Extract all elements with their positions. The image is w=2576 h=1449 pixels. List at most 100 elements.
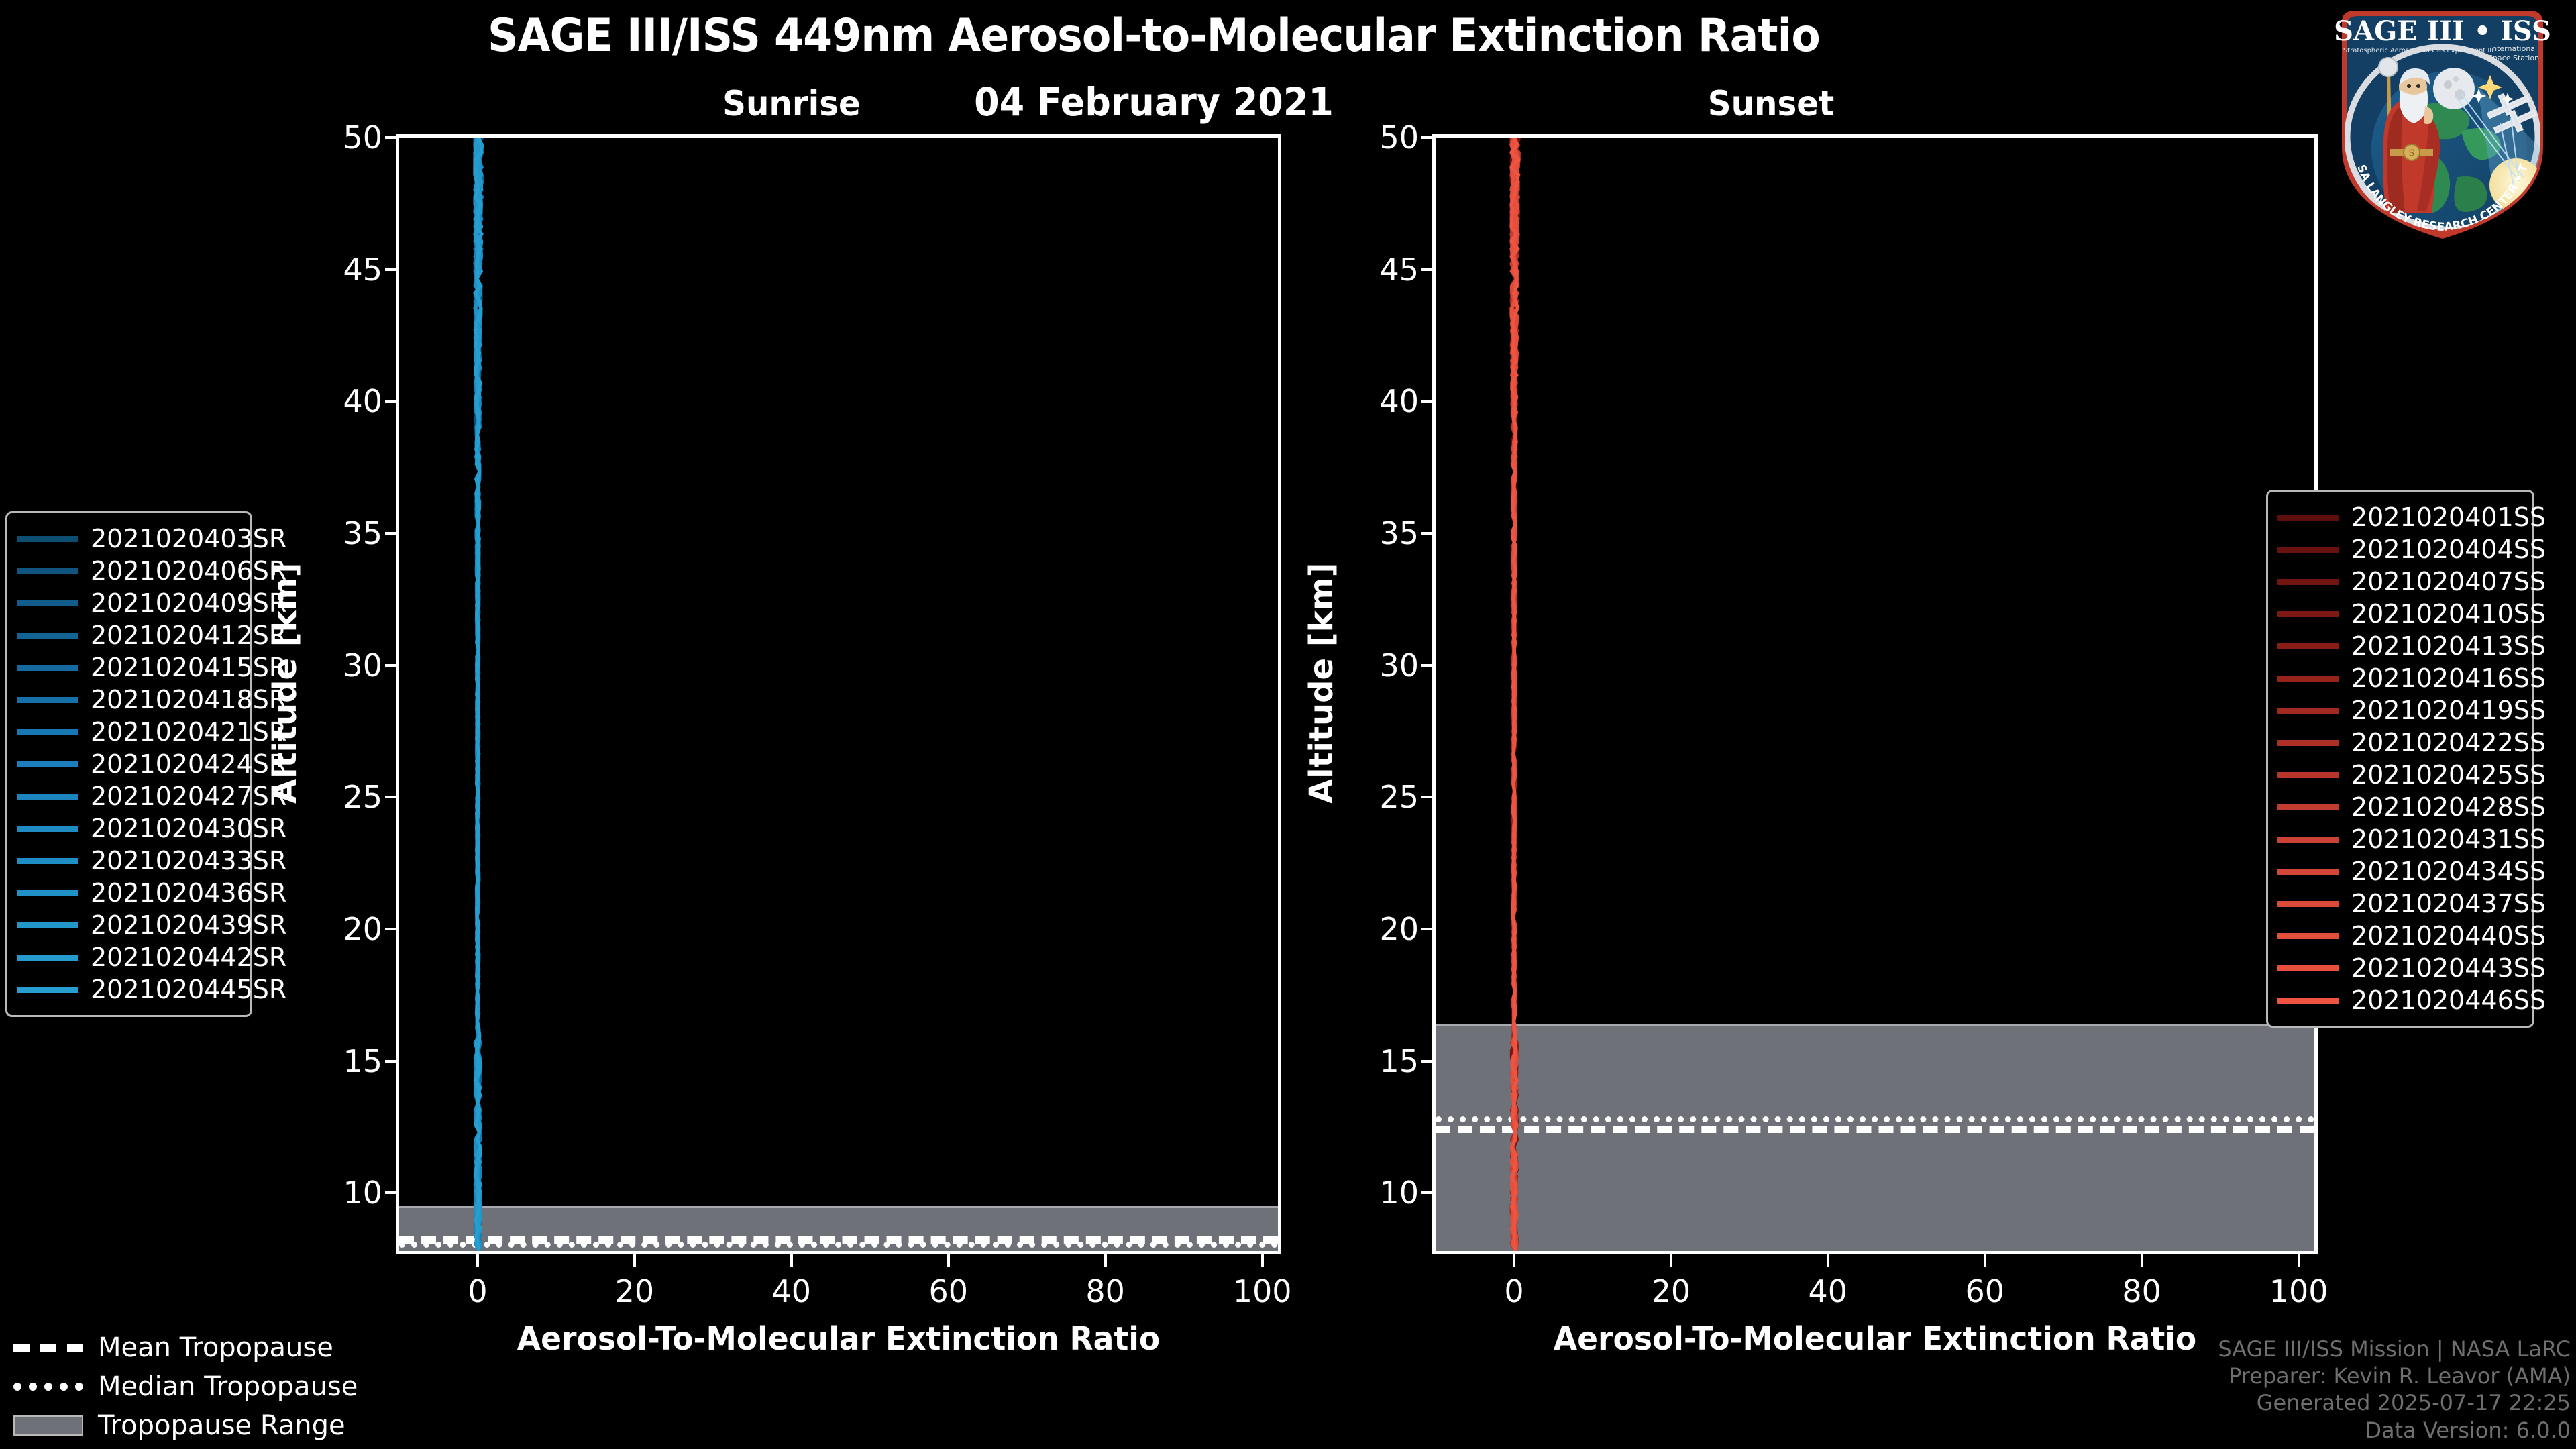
legend-item-label: 2021020439SR <box>91 910 287 940</box>
svg-text:S: S <box>2409 148 2415 158</box>
y-axis-tick-label: 50 <box>1379 119 1419 156</box>
legend-color-swatch <box>17 922 78 928</box>
y-axis-tick-label: 35 <box>343 515 382 552</box>
legend-item-label: 2021020434SS <box>2351 857 2546 886</box>
sunset-legend-item[interactable]: 2021020419SS <box>2277 694 2546 727</box>
sunset-legend-item[interactable]: 2021020446SS <box>2277 984 2546 1016</box>
sunrise-legend-item[interactable]: 2021020442SR <box>17 941 286 973</box>
tropopause-legend-label: Mean Tropopause <box>98 1332 333 1363</box>
sunrise-legend-item[interactable]: 2021020427SR <box>17 780 286 812</box>
legend-color-swatch <box>2277 868 2339 875</box>
sunrise-legend-item[interactable]: 2021020421SR <box>17 716 286 748</box>
sunset-legend-item[interactable]: 2021020422SS <box>2277 727 2546 759</box>
legend-color-swatch <box>17 954 78 961</box>
x-axis-tick-mark <box>947 1254 950 1267</box>
sunrise-legend-item[interactable]: 2021020418SR <box>17 684 286 716</box>
logo-subtitle-right-1: International <box>2490 44 2537 53</box>
legend-item-label: 2021020416SS <box>2351 663 2546 693</box>
tropopause-legend-item: Median Tropopause <box>13 1367 362 1406</box>
legend-item-label: 2021020440SS <box>2351 921 2546 951</box>
x-axis-tick-mark <box>1826 1254 1829 1267</box>
series-line <box>1509 138 1521 1251</box>
x-axis-tick-mark <box>633 1254 636 1267</box>
y-axis-tick-mark <box>1421 268 1432 271</box>
sunset-legend-item[interactable]: 2021020425SS <box>2277 759 2546 791</box>
y-axis-tick-label: 10 <box>1379 1175 1419 1212</box>
sunrise-legend-item[interactable]: 2021020412SR <box>17 619 286 651</box>
legend-item-label: 2021020413SS <box>2351 631 2546 661</box>
sunrise-legend-item[interactable]: 2021020436SR <box>17 877 286 909</box>
sage-iii-iss-logo: S SAGE III • ISS Stratospheric Aerosol a… <box>2318 5 2551 239</box>
y-axis-tick-label: 35 <box>1379 515 1419 552</box>
credits-line: Data Version: 6.0.0 <box>2365 1417 2571 1443</box>
sunrise-mean-tropopause-line <box>399 1236 1278 1244</box>
legend-item-label: 2021020431SS <box>2351 824 2546 854</box>
y-axis-tick-mark <box>1421 136 1432 139</box>
sunrise-plot-panel <box>396 134 1281 1254</box>
sunset-legend-item[interactable]: 2021020413SS <box>2277 630 2546 662</box>
sunset-x-axis-title: Aerosol-To-Molecular Extinction Ratio <box>1553 1320 2197 1358</box>
sunrise-legend-item[interactable]: 2021020445SR <box>17 973 286 1006</box>
sunset-legend-item[interactable]: 2021020428SS <box>2277 791 2546 823</box>
sunrise-legend-item[interactable]: 2021020439SR <box>17 909 286 941</box>
tropopause-legend-label: Median Tropopause <box>98 1371 358 1402</box>
x-axis-tick-label: 100 <box>2269 1273 2328 1309</box>
y-axis-tick-label: 10 <box>343 1175 382 1212</box>
legend-color-swatch <box>17 986 78 993</box>
sunset-legend-item[interactable]: 2021020440SS <box>2277 920 2546 952</box>
sunset-legend-item[interactable]: 2021020431SS <box>2277 823 2546 855</box>
sunset-legend-item[interactable]: 2021020401SS <box>2277 501 2546 533</box>
credits-block: SAGE III/ISS Mission | NASA LaRC Preparer… <box>2218 1336 2571 1444</box>
sunrise-panel-label: Sunrise <box>722 84 861 124</box>
sunset-legend-item[interactable]: 2021020437SS <box>2277 888 2546 920</box>
y-axis-tick-mark <box>385 1059 396 1063</box>
sunrise-series-legend[interactable]: 2021020403SR 2021020406SR 2021020409SR 2021… <box>5 511 286 1017</box>
sunset-plot-area <box>1436 138 2314 1251</box>
legend-color-swatch <box>2277 739 2339 746</box>
legend-item-label: 2021020412SR <box>91 621 287 650</box>
sunset-legend-item[interactable]: 2021020443SS <box>2277 952 2546 984</box>
y-axis-tick-label: 30 <box>343 647 382 684</box>
tropopause-legend-key <box>13 1377 83 1397</box>
y-axis-tick-label: 40 <box>343 383 382 420</box>
legend-item-label: 2021020409SR <box>91 588 287 618</box>
y-axis-tick-mark <box>385 268 396 271</box>
sunrise-legend-item[interactable]: 2021020433SR <box>17 845 286 877</box>
sunrise-legend-item[interactable]: 2021020409SR <box>17 587 286 619</box>
legend-item-label: 2021020437SS <box>2351 889 2546 918</box>
legend-item-label: 2021020430SR <box>91 814 287 843</box>
y-axis-tick-label: 40 <box>1379 383 1419 420</box>
legend-color-swatch <box>2277 804 2339 810</box>
sunrise-legend-item[interactable]: 2021020424SR <box>17 748 286 780</box>
sunset-legend-item[interactable]: 2021020416SS <box>2277 662 2546 694</box>
sunset-legend-item[interactable]: 2021020434SS <box>2277 855 2546 888</box>
y-axis-tick-label: 20 <box>1379 911 1419 948</box>
sunset-mean-tropopause-line <box>1436 1126 2314 1134</box>
legend-color-swatch <box>17 632 78 639</box>
sunset-legend-item[interactable]: 2021020410SS <box>2277 598 2546 630</box>
legend-color-swatch <box>2277 675 2339 682</box>
y-axis-tick-mark <box>1421 796 1432 799</box>
legend-item-label: 2021020418SR <box>91 685 287 714</box>
sunset-series-legend[interactable]: 2021020401SS 2021020404SS 2021020407SS 2021… <box>2266 490 2546 1028</box>
sunset-legend-item[interactable]: 2021020407SS <box>2277 566 2546 598</box>
sunrise-legend-item[interactable]: 2021020415SR <box>17 651 286 684</box>
sunrise-legend-item[interactable]: 2021020406SR <box>17 555 286 587</box>
sunrise-legend-item[interactable]: 2021020430SR <box>17 812 286 845</box>
x-axis-tick-mark <box>2297 1254 2300 1267</box>
legend-color-swatch <box>2277 932 2339 939</box>
sunset-legend-item[interactable]: 2021020404SS <box>2277 533 2546 566</box>
x-axis-tick-label: 100 <box>1232 1273 1292 1309</box>
x-axis-tick-label: 40 <box>1808 1273 1848 1309</box>
x-axis-tick-label: 20 <box>1651 1273 1691 1309</box>
y-axis-tick-mark <box>385 663 396 667</box>
y-axis-tick-label: 50 <box>343 119 382 156</box>
tropopause-legend-swatch <box>13 1415 83 1436</box>
legend-color-swatch <box>2277 997 2339 1004</box>
legend-color-swatch <box>17 664 78 671</box>
sunrise-legend-item[interactable]: 2021020403SR <box>17 523 286 555</box>
y-axis-tick-label: 45 <box>1379 251 1419 288</box>
sunrise-x-axis-title: Aerosol-To-Molecular Extinction Ratio <box>517 1320 1161 1358</box>
sunset-tropopause-range-band <box>1436 1024 2314 1251</box>
y-axis-tick-label: 25 <box>1379 779 1419 816</box>
